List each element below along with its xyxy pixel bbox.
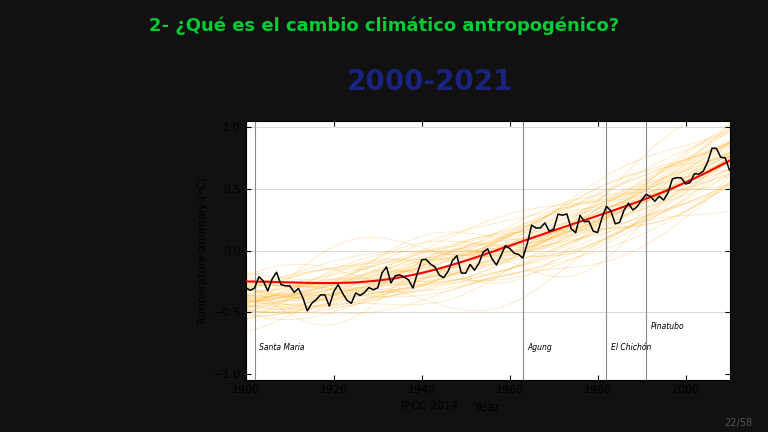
Text: Agung: Agung: [528, 343, 552, 352]
Text: 2- ¿Qué es el cambio climático antropogénico?: 2- ¿Qué es el cambio climático antropogé…: [149, 17, 619, 35]
Text: Pinatubo: Pinatubo: [650, 322, 684, 331]
Text: 2000-2021: 2000-2021: [347, 68, 513, 96]
Y-axis label: Temperature anomaly (°C): Temperature anomaly (°C): [198, 177, 208, 324]
Text: IPCC 2014: IPCC 2014: [402, 401, 458, 411]
Text: Santa Maria: Santa Maria: [259, 343, 304, 352]
X-axis label: Year: Year: [475, 400, 501, 413]
Text: El Chichón: El Chichón: [611, 343, 651, 352]
Text: 22/58: 22/58: [724, 418, 753, 428]
